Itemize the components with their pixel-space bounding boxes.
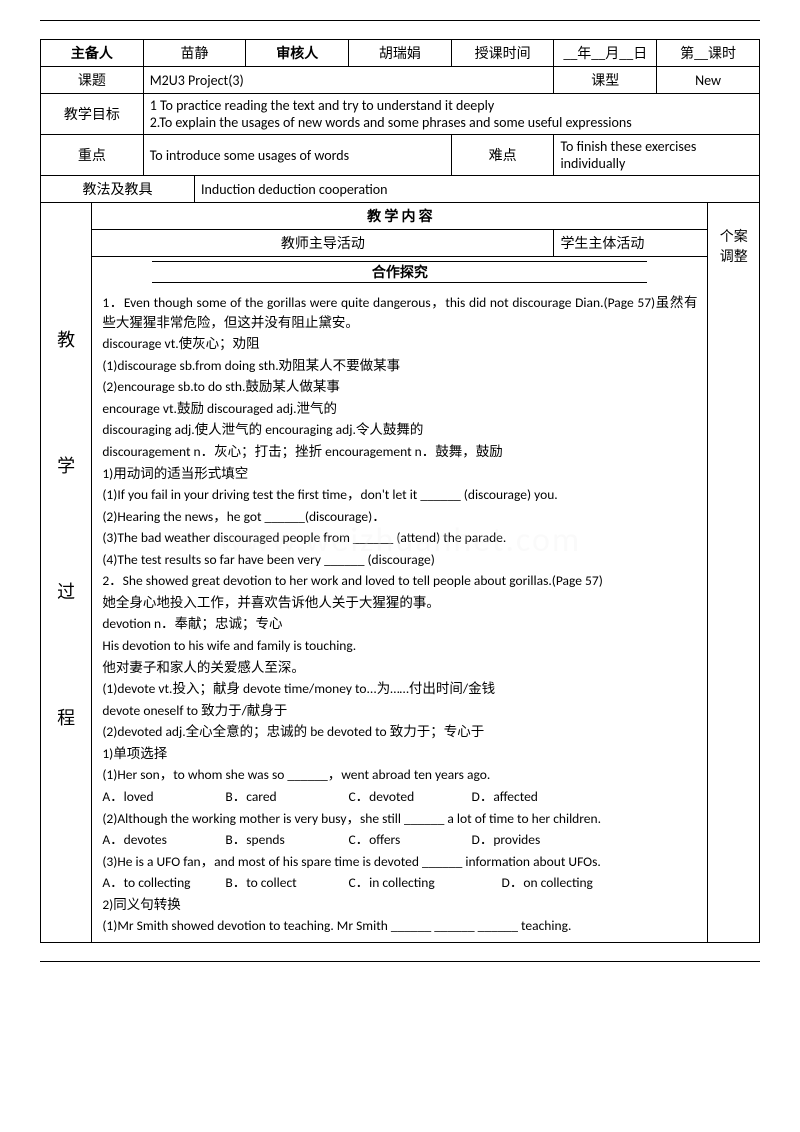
opt-25d: D．provides (472, 830, 592, 850)
body-p21: 1)单项选择 (102, 744, 697, 764)
body-p25: A．devotes B．spends C．offers D．provides (102, 830, 697, 850)
vert-char-1: 教 (57, 329, 75, 351)
teach-time-value: __年__月__日 (554, 40, 657, 67)
opt-27d: D．on collecting (502, 873, 622, 893)
body-p20: (2)devoted adj.全心全意的；忠诚的 be devoted to 致… (102, 722, 697, 742)
body-p4: (2)encourage sb.to do sth.鼓励某人做某事 (102, 377, 697, 397)
body-p11: (3)The bad weather discouraged people fr… (102, 528, 697, 548)
body-p8: 1)用动词的适当形式填空 (102, 464, 697, 484)
body-p23: A．loved B．cared C．devoted D．affected (102, 787, 697, 807)
vert-char-4: 程 (57, 707, 75, 729)
body-p26: (3)He is a UFO fan，and most of his spare… (102, 852, 697, 872)
body-p24: (2)Although the working mother is very b… (102, 809, 697, 829)
opt-27a: A．to collecting (102, 873, 222, 893)
section-title-cell: 合作探究 (92, 257, 708, 290)
type-value: New (657, 67, 760, 94)
lesson-plan-page: www.weizhuanhet.com 主备人 苗静 审核人 胡瑞娟 授课时间 … (40, 20, 760, 962)
teach-time-label: 授课时间 (451, 40, 554, 67)
row-method: 教法及教具 Induction deduction cooperation (41, 176, 760, 203)
opt-27b: B．to collect (225, 873, 345, 893)
row-keypoints: 重点 To introduce some usages of words 难点 … (41, 135, 760, 176)
vert-spacer-top (41, 203, 92, 290)
body-p14: 她全身心地投入工作，并喜欢告诉他人关于大猩猩的事。 (102, 593, 697, 613)
body-p3: (1)discourage sb.from doing sth.劝阻某人不要做某… (102, 356, 697, 376)
body-p9: (1)If you fail in your driving test the … (102, 485, 697, 505)
body-p27: A．to collecting B．to collect C．in collec… (102, 873, 697, 893)
body-p16: His devotion to his wife and family is t… (102, 636, 697, 656)
body-p6: discouraging adj.使人泄气的 encouraging adj.令… (102, 420, 697, 440)
body-p18: (1)devote vt.投入；献身 devote time/money to.… (102, 679, 697, 699)
row-preparer: 主备人 苗静 审核人 胡瑞娟 授课时间 __年__月__日 第__课时 (41, 40, 760, 67)
teacher-activity-header: 教师主导活动 (92, 230, 554, 257)
top-rule (40, 20, 760, 21)
row-section-title: 合作探究 (41, 257, 760, 290)
adjust-header: 个案调整 (708, 203, 760, 290)
bottom-rule (40, 961, 760, 962)
reviewer-value: 胡瑞娟 (349, 40, 452, 67)
opt-23b: B．cared (225, 787, 345, 807)
row-objective: 教学目标 1 To practice reading the text and … (41, 94, 760, 135)
vert-char-2: 学 (57, 455, 75, 477)
opt-25a: A．devotes (102, 830, 222, 850)
opt-23a: A．loved (102, 787, 222, 807)
body-p10: (2)Hearing the news，he got ______(discou… (102, 507, 697, 527)
method-value: Induction deduction cooperation (195, 176, 760, 203)
body-p28: 2)同义句转换 (102, 895, 697, 915)
body-p17: 他对妻子和家人的关爱感人至深。 (102, 658, 697, 678)
opt-25b: B．spends (225, 830, 345, 850)
period-label: 第__课时 (657, 40, 760, 67)
difficulty-value: To finish these exercises individually (554, 135, 760, 176)
content-header: 教 学 内 容 (92, 203, 708, 230)
body-p7: discouragement n．灰心；打击；挫折 encouragement … (102, 442, 697, 462)
difficulty-label: 难点 (451, 135, 554, 176)
preparer-label: 主备人 (41, 40, 144, 67)
opt-23c: C．devoted (348, 787, 468, 807)
body-p29: (1)Mr Smith showed devotion to teaching.… (102, 916, 697, 936)
student-activity-header: 学生主体活动 (554, 230, 708, 257)
keypoint-value: To introduce some usages of words (143, 135, 451, 176)
row-activity-header: 教师主导活动 学生主体活动 (41, 230, 760, 257)
body-p5: encourage vt.鼓励 discouraged adj.泄气的 (102, 399, 697, 419)
row-body: 教 学 过 程 1．Even though some of the gorill… (41, 289, 760, 942)
body-p15: devotion n．奉献；忠诚；专心 (102, 614, 697, 634)
row-topic: 课题 M2U3 Project(3) 课型 New (41, 67, 760, 94)
reviewer-label: 审核人 (246, 40, 349, 67)
row-content-header: 教 学 内 容 个案调整 (41, 203, 760, 230)
opt-23d: D．affected (472, 787, 592, 807)
body-p19: devote oneself to 致力于/献身于 (102, 701, 697, 721)
opt-25c: C．offers (348, 830, 468, 850)
body-p22: (1)Her son，to whom she was so ______，wen… (102, 765, 697, 785)
vert-char-3: 过 (57, 581, 75, 603)
content-body: 1．Even though some of the gorillas were … (92, 289, 708, 942)
section-title: 合作探究 (152, 261, 647, 283)
vertical-label: 教 学 过 程 (41, 289, 92, 942)
type-label: 课型 (554, 67, 657, 94)
method-label: 教法及教具 (41, 176, 195, 203)
lesson-plan-table: 主备人 苗静 审核人 胡瑞娟 授课时间 __年__月__日 第__课时 课题 M… (40, 39, 760, 943)
body-p13: 2．She showed great devotion to her work … (102, 571, 697, 591)
preparer-value: 苗静 (143, 40, 246, 67)
adjust-column (708, 289, 760, 942)
topic-label: 课题 (41, 67, 144, 94)
body-p12: (4)The test results so far have been ver… (102, 550, 697, 570)
keypoint-label: 重点 (41, 135, 144, 176)
body-p1: 1．Even though some of the gorillas were … (102, 293, 697, 332)
opt-27c: C．in collecting (348, 873, 498, 893)
objective-label: 教学目标 (41, 94, 144, 135)
objective-value: 1 To practice reading the text and try t… (143, 94, 759, 135)
body-p2: discourage vt.使灰心；劝阻 (102, 334, 697, 354)
topic-value: M2U3 Project(3) (143, 67, 554, 94)
